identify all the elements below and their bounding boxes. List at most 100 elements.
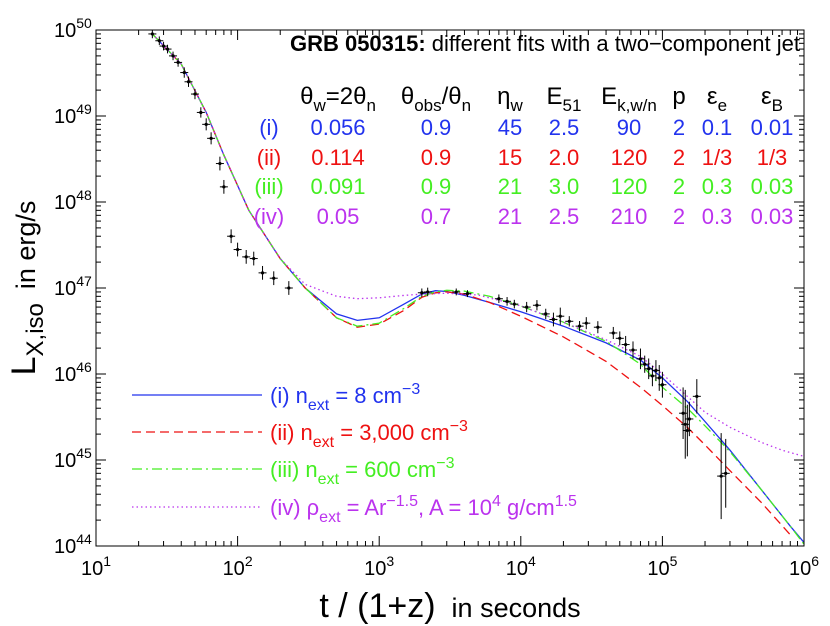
- legend-label-ii: (ii) next = 3,000 cm−3: [270, 418, 468, 451]
- table-cell: 0.091: [310, 174, 365, 199]
- text-part: −3: [450, 418, 468, 435]
- data-point: [629, 341, 638, 359]
- table-cell: 0.3: [702, 204, 733, 229]
- parameter-table: θw=2θn θobs/θn ηw E51 Ek,w/n p εe εB(i) 0.056 0.9…: [254, 83, 794, 229]
- text-part: −3: [436, 455, 454, 472]
- data-point: [169, 51, 178, 61]
- table-cell: 120: [611, 174, 648, 199]
- series-line-iii: [151, 33, 805, 545]
- data-point: [148, 29, 157, 39]
- axis-labels: t / (1+z) in seconds LX,isoin erg/s: [5, 201, 581, 625]
- data-point: [692, 379, 701, 414]
- table-cell: 2: [673, 115, 685, 140]
- table-cell: 2.0: [549, 145, 580, 170]
- table-header: Ek,w/n: [601, 83, 657, 115]
- text-part: k,w/n: [617, 96, 657, 115]
- text-part: , A = 10: [418, 495, 492, 520]
- data-point: [683, 404, 692, 457]
- table-cell: 1/3: [702, 145, 733, 170]
- text-part: =2θ: [326, 83, 367, 110]
- title-text: GRB 050315: different fits with a two−com…: [290, 31, 800, 56]
- table-cell: 45: [498, 115, 522, 140]
- table-cell: 0.7: [421, 204, 452, 229]
- data-point: [155, 36, 164, 46]
- chart-title: GRB 050315: different fits with a two−com…: [290, 31, 800, 56]
- data-point: [423, 287, 432, 297]
- text-part: θ: [300, 83, 313, 110]
- text-part: B: [772, 96, 783, 115]
- data-points: [148, 29, 730, 520]
- data-point: [233, 242, 242, 257]
- table-cell: 0.9: [421, 145, 452, 170]
- legend-label-i: (i) next = 8 cm−3: [270, 381, 420, 414]
- data-point: [556, 307, 565, 325]
- table-cell: 2: [673, 204, 685, 229]
- text-part: ε: [707, 83, 718, 110]
- data-point: [621, 335, 630, 354]
- data-point: [207, 132, 216, 145]
- table-cell: 0.05: [317, 204, 360, 229]
- table-cell: 2: [673, 145, 685, 170]
- table-header: εe: [707, 83, 727, 115]
- data-point: [163, 44, 172, 54]
- data-point: [174, 58, 183, 67]
- table-cell: 2: [673, 174, 685, 199]
- table-row-label: (iii): [254, 174, 283, 199]
- data-point: [417, 288, 426, 298]
- text-part: g/cm: [501, 495, 555, 520]
- data-point: [658, 371, 667, 398]
- data-point: [249, 251, 258, 266]
- text-part: obs: [414, 96, 441, 115]
- data-point: [269, 271, 278, 286]
- data-point: [609, 326, 618, 339]
- data-point: [258, 265, 267, 280]
- data-point: [685, 401, 694, 437]
- data-point: [575, 320, 584, 332]
- text-part: = Ar: [341, 495, 387, 520]
- table-header: θw=2θn: [300, 83, 376, 115]
- x-tick-label: 103: [364, 553, 394, 580]
- data-point: [227, 229, 236, 244]
- y-tick-label: 1050: [54, 15, 92, 42]
- table-cell: 0.056: [310, 115, 365, 140]
- series-line-iv: [151, 33, 805, 458]
- y-tick-label: 1044: [54, 531, 92, 558]
- data-point: [503, 297, 512, 306]
- data-point: [636, 348, 645, 370]
- table-cell: 21: [498, 174, 522, 199]
- data-point: [615, 331, 624, 346]
- table-cell: 210: [611, 204, 648, 229]
- data-point: [640, 355, 649, 373]
- text-part: (ii) n: [270, 420, 313, 445]
- data-point: [549, 312, 558, 327]
- text-part: = 600 cm: [339, 457, 436, 482]
- text-part: (iv) ρ: [270, 495, 319, 520]
- text-part: ext: [318, 471, 340, 488]
- data-point: [721, 438, 730, 508]
- table-cell: 0.9: [421, 115, 452, 140]
- text-part: −3: [402, 381, 420, 398]
- data-point: [593, 321, 602, 334]
- table-cell: 0.1: [702, 115, 733, 140]
- data-point: [452, 288, 461, 296]
- legend-label-iii: (iii) next = 600 cm−3: [270, 455, 455, 488]
- table-cell: 0.9: [421, 174, 452, 199]
- text-part: −1.5: [386, 493, 418, 510]
- text-part: = 3,000 cm: [334, 420, 450, 445]
- table-header: εB: [761, 83, 783, 115]
- table-cell: 120: [611, 145, 648, 170]
- text-part: 51: [563, 96, 582, 115]
- data-point: [541, 308, 550, 320]
- x-tick-label: 104: [506, 553, 536, 580]
- table-row-label: (i): [259, 115, 279, 140]
- text-part: η: [497, 83, 510, 110]
- y-tick-label: 1045: [54, 445, 92, 472]
- axis-ticks: 101 102 103 104 105 106 1044 1045 1046 1047 1048 10…: [54, 15, 819, 580]
- y-tick-label: 1047: [54, 273, 92, 300]
- data-point: [648, 365, 657, 387]
- text-part: n: [366, 96, 375, 115]
- text-part: p: [672, 83, 685, 110]
- table-cell: 21: [498, 204, 522, 229]
- data-point: [717, 433, 726, 520]
